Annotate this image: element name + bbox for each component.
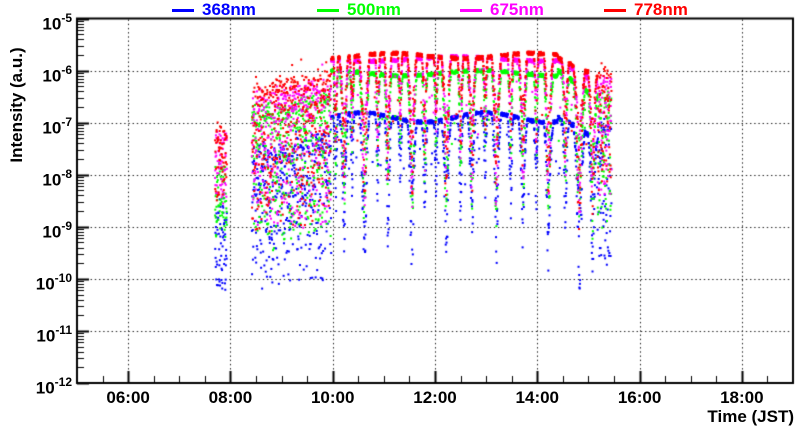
y-tick-label-1e-11: 10-11 (36, 322, 72, 346)
legend-entry-778nm: 778nm (604, 0, 688, 20)
legend-label: 778nm (634, 0, 688, 19)
y-tick-label-1e-10: 10-10 (35, 270, 72, 294)
legend-marker-500nm (317, 8, 339, 12)
x-tick-label-06:00: 06:00 (106, 388, 150, 407)
legend-marker-368nm (172, 8, 194, 12)
x-tick-label-18:00: 18:00 (720, 388, 764, 407)
legend-label: 675nm (490, 0, 544, 19)
x-tick-label-12:00: 12:00 (413, 388, 457, 407)
legend-entry-368nm: 368nm (172, 0, 256, 20)
x-tick-label-08:00: 08:00 (208, 388, 253, 407)
legend-marker-675nm (460, 8, 482, 12)
y-tick-label-1e-6: 10-6 (42, 62, 72, 86)
y-axis-title: Intensity (a.u.) (7, 47, 26, 163)
legend-label: 500nm (347, 0, 401, 19)
legend: 368nm 500nm 675nm 778nm (0, 0, 800, 20)
y-tick-label-1e-9: 10-9 (42, 218, 72, 242)
x-tick-label-10:00: 10:00 (310, 388, 355, 407)
x-tick-label-16:00: 16:00 (617, 388, 662, 407)
y-tick-label-1e-12: 10-12 (35, 375, 72, 398)
y-tick-label-1e-7: 10-7 (42, 114, 72, 138)
x-tick-label-14:00: 14:00 (515, 388, 560, 407)
legend-marker-778nm (604, 8, 626, 12)
legend-label: 368nm (202, 0, 256, 19)
y-tick-label-1e-8: 10-8 (42, 166, 72, 190)
legend-entry-500nm: 500nm (317, 0, 401, 20)
legend-entry-675nm: 675nm (460, 0, 544, 20)
y-tick-label-1e-5: 10-5 (42, 10, 72, 34)
x-axis-title: Time (JST) (707, 407, 794, 426)
